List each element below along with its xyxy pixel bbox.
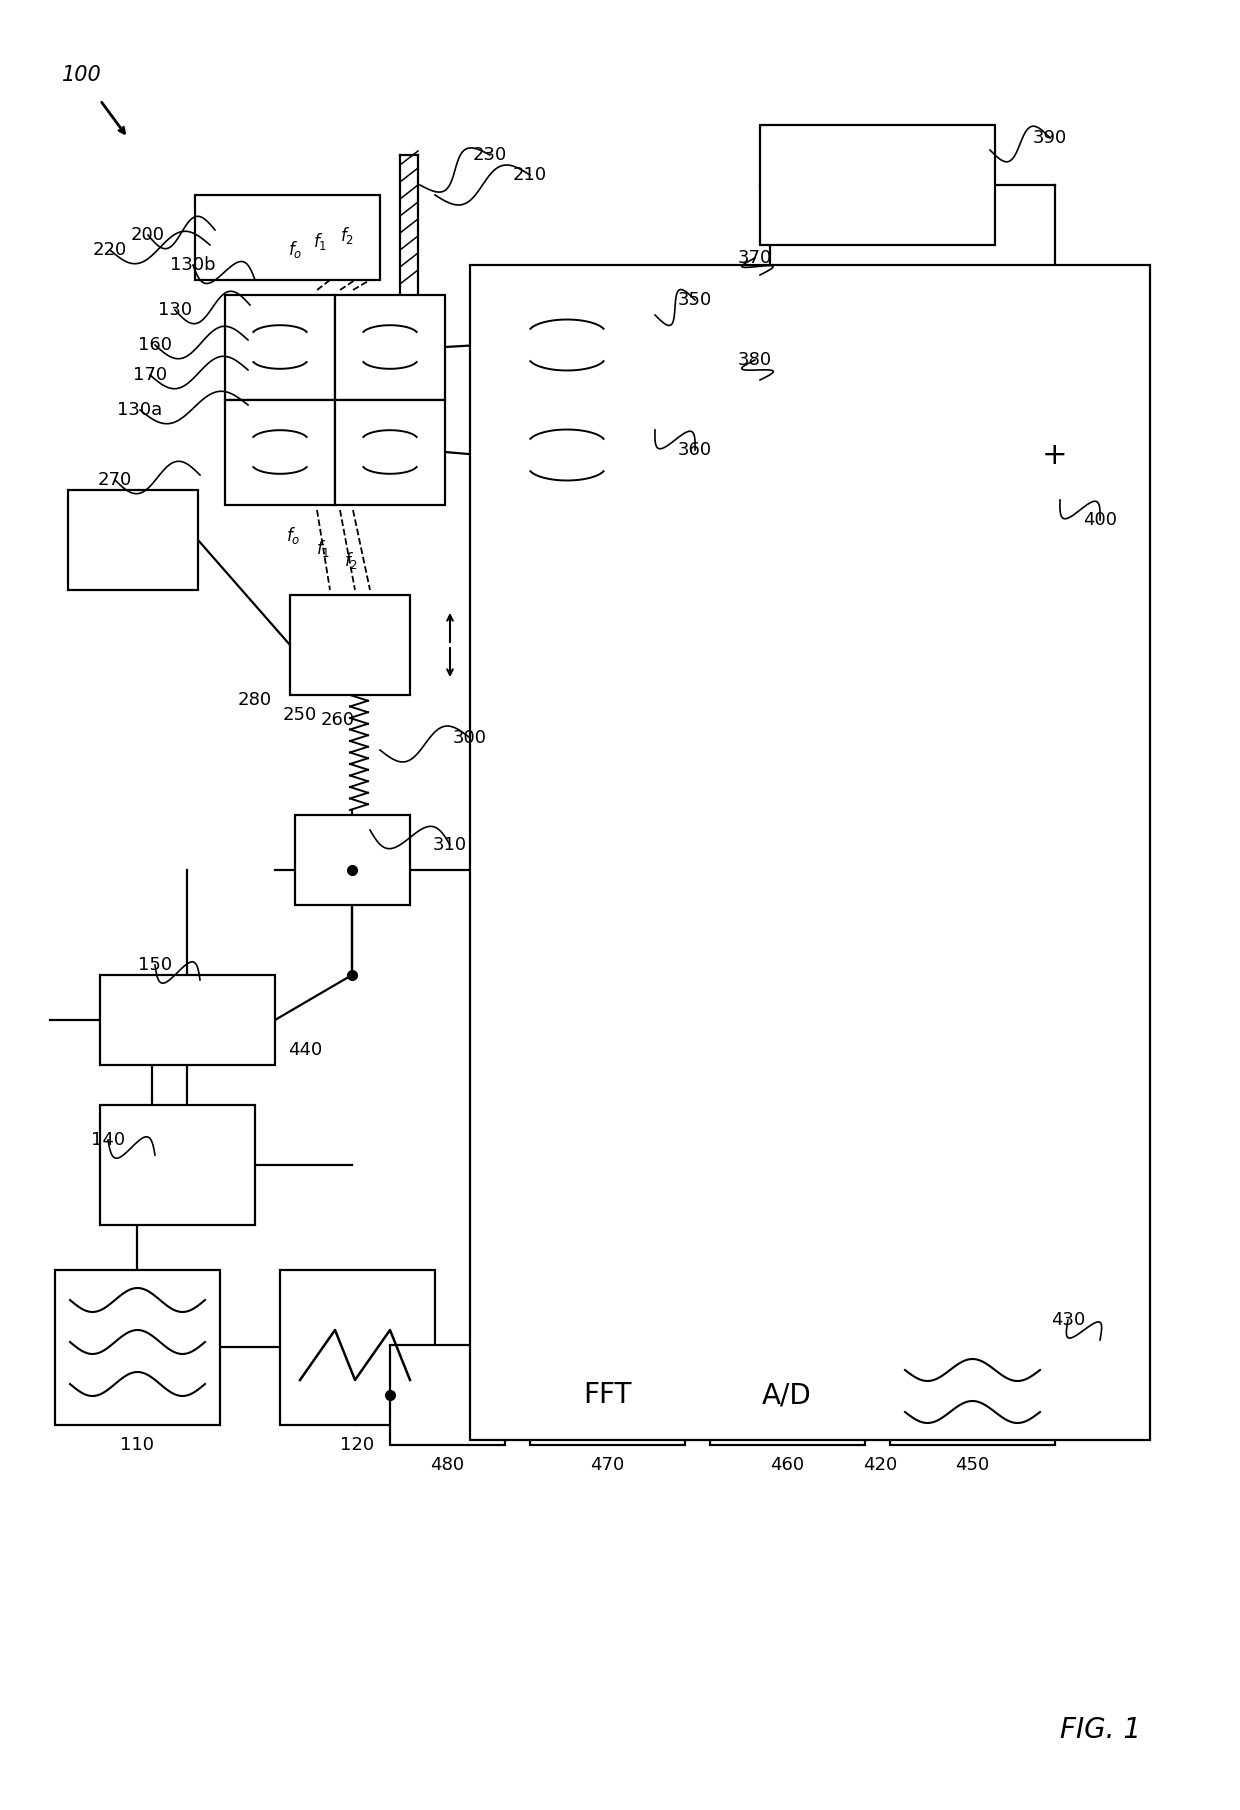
Bar [529, 1345, 684, 1444]
Bar [100, 976, 275, 1064]
Bar [890, 1345, 1055, 1444]
Bar [480, 405, 655, 505]
Text: 220: 220 [93, 241, 128, 259]
Bar [391, 1345, 505, 1444]
Bar [290, 595, 410, 695]
Bar [295, 814, 410, 905]
Text: A/D: A/D [763, 1381, 812, 1408]
Text: 470: 470 [590, 1455, 624, 1473]
Text: 250: 250 [283, 706, 317, 724]
Text: 460: 460 [770, 1455, 804, 1473]
Text: $f_2$: $f_2$ [340, 226, 355, 246]
Text: 160: 160 [138, 337, 172, 355]
Text: 440: 440 [288, 1041, 322, 1059]
Text: 380: 380 [738, 351, 773, 369]
Text: 390: 390 [1033, 129, 1068, 147]
Text: FIG. 1: FIG. 1 [1059, 1716, 1141, 1745]
Text: 350: 350 [678, 291, 712, 310]
Text: 170: 170 [133, 366, 167, 384]
Bar [480, 295, 655, 395]
Text: 230: 230 [472, 147, 507, 165]
Text: 130a: 130a [118, 402, 162, 418]
Bar [760, 125, 994, 244]
Text: FFT: FFT [583, 1381, 631, 1408]
Text: 200: 200 [131, 226, 165, 244]
Text: 210: 210 [513, 167, 547, 185]
Text: 140: 140 [91, 1131, 125, 1149]
Text: 310: 310 [433, 836, 467, 854]
Bar [680, 405, 861, 505]
Bar [335, 400, 445, 505]
Text: 300: 300 [453, 729, 487, 748]
Text: 370: 370 [738, 250, 773, 268]
Text: +: + [1042, 440, 1068, 469]
Text: $f_o$: $f_o$ [288, 239, 303, 261]
Bar [335, 295, 445, 400]
Text: $f_2$: $f_2$ [343, 550, 358, 570]
Text: 280: 280 [238, 691, 272, 710]
Bar [680, 295, 861, 395]
Text: 130: 130 [157, 300, 192, 319]
Text: 450: 450 [955, 1455, 990, 1473]
Bar [195, 195, 379, 281]
Text: 130b: 130b [170, 255, 216, 273]
Text: 270: 270 [98, 471, 133, 489]
Bar [280, 1271, 435, 1424]
Text: $f_1$: $f_1$ [312, 232, 327, 253]
Bar [224, 295, 335, 400]
Text: 260: 260 [321, 711, 355, 729]
Text: 110: 110 [120, 1435, 154, 1453]
Bar [224, 400, 335, 505]
Bar [100, 1104, 255, 1225]
Text: 360: 360 [678, 442, 712, 460]
Bar [470, 264, 1149, 1441]
Text: 430: 430 [1050, 1310, 1085, 1329]
Text: 120: 120 [340, 1435, 374, 1453]
Bar [68, 491, 198, 590]
Text: $f_1$: $f_1$ [316, 538, 330, 559]
Text: 100: 100 [62, 65, 102, 85]
Text: 400: 400 [1083, 510, 1117, 529]
Bar [711, 1345, 866, 1444]
Text: $f_o$: $f_o$ [285, 525, 300, 545]
Bar [55, 1271, 219, 1424]
Text: 150: 150 [138, 956, 172, 974]
Text: 420: 420 [863, 1455, 897, 1473]
Text: 480: 480 [430, 1455, 464, 1473]
